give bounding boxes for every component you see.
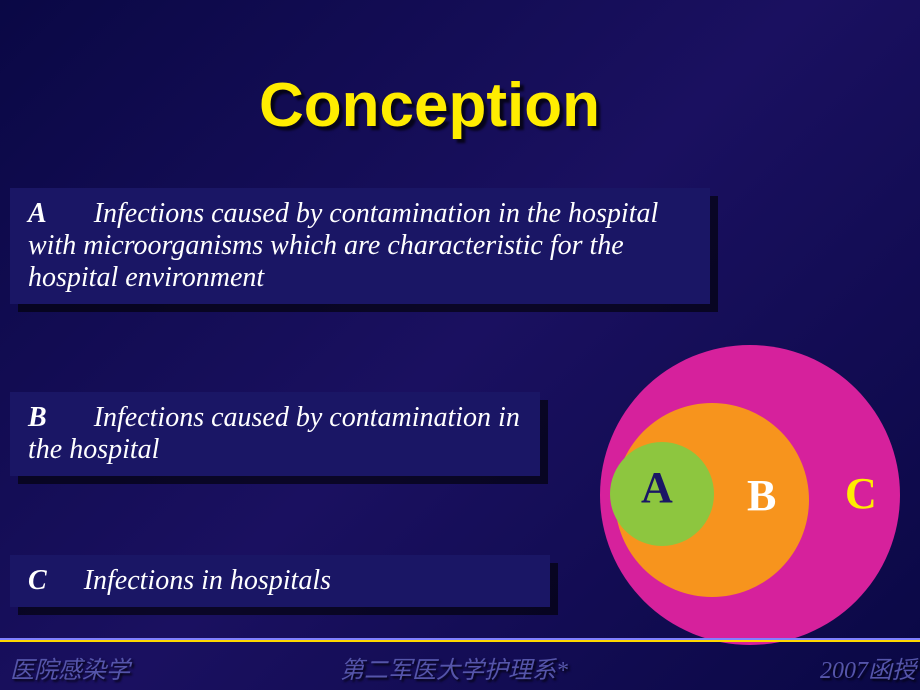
definition-box-a: A Infections caused by contamination in …: [10, 188, 710, 304]
venn-label-b: B: [747, 470, 776, 521]
footer-divider: [0, 638, 920, 640]
definition-label-b: B: [28, 402, 47, 434]
slide-title: Conception: [259, 70, 600, 141]
footer-center: 第二军医大学护理系*: [340, 650, 568, 685]
slide-footer: 医院感染学 第二军医大学护理系* 2007函授: [0, 640, 920, 690]
definition-text-a: Infections caused by contamination in th…: [28, 198, 658, 293]
definition-box-b: B Infections caused by contamination in …: [10, 392, 540, 476]
footer-left: 医院感染学: [10, 650, 130, 685]
definition-label-c: C: [28, 565, 47, 597]
venn-label-a: A: [641, 462, 673, 513]
venn-label-c: C: [845, 468, 877, 519]
definition-text-c: Infections in hospitals: [84, 565, 331, 596]
definition-text-b: Infections caused by contamination in th…: [28, 402, 520, 465]
definition-box-c: C Infections in hospitals: [10, 555, 550, 607]
footer-right: 2007函授: [820, 650, 916, 685]
definition-label-a: A: [28, 198, 47, 230]
